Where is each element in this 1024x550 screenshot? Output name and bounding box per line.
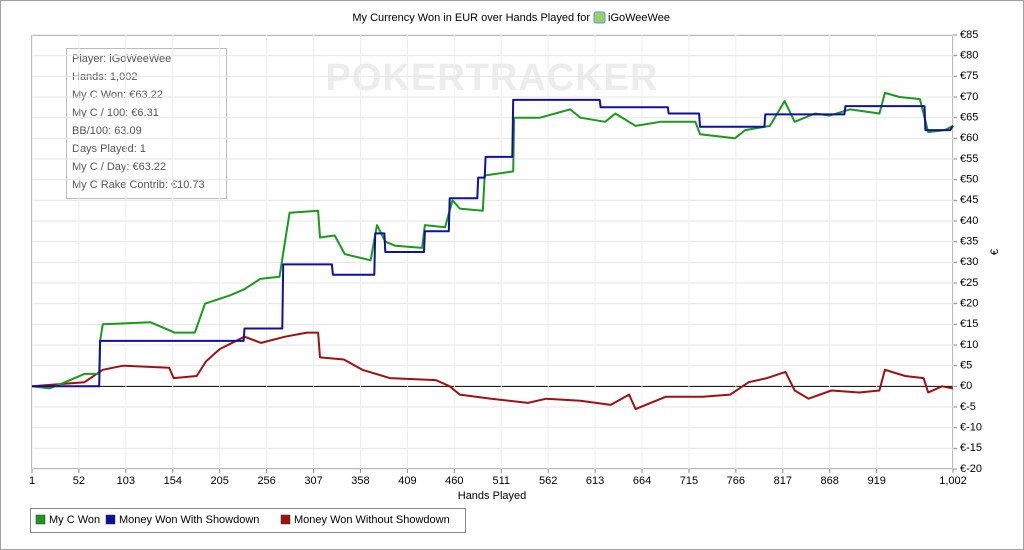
y-tick-label: €25: [960, 277, 978, 289]
y-tick-label: €85: [960, 29, 978, 41]
legend-swatch: [35, 514, 46, 525]
y-tick-label: €80: [960, 50, 978, 62]
y-tick-label: €65: [960, 112, 978, 124]
watermark: POKERTRACKER: [326, 57, 659, 99]
x-tick-label: 256: [257, 475, 275, 487]
y-tick-label: €70: [960, 91, 978, 103]
series-line: [32, 98, 954, 388]
stat-line: My C / Day: €63.22: [72, 161, 166, 173]
stat-line: Player: iGoWeeWee: [72, 53, 171, 65]
y-tick-label: €10: [960, 339, 978, 351]
series-line: [31, 91, 954, 390]
player-icon: [593, 11, 606, 24]
x-tick-label: 817: [774, 475, 792, 487]
legend-label: My C Won: [49, 514, 100, 526]
x-tick-label: 766: [727, 475, 745, 487]
y-tick-label: €20: [960, 298, 978, 310]
x-tick-label: 613: [586, 475, 604, 487]
chart-title-player: iGoWeeWee: [608, 12, 670, 24]
series-line: [31, 331, 954, 411]
x-tick-label: 409: [398, 475, 416, 487]
x-axis-label: Hands Played: [458, 490, 527, 502]
y-tick-label: €75: [960, 70, 978, 82]
y-tick-label: €0: [960, 380, 972, 392]
legend-label: Money Won Without Showdown: [294, 514, 450, 526]
y-tick-label: €60: [960, 132, 978, 144]
x-tick-label: 52: [73, 475, 85, 487]
y-tick-label: €55: [960, 153, 978, 165]
y-tick-label: €15: [960, 318, 978, 330]
y-tick-label: €5: [960, 360, 972, 372]
stat-line: Hands: 1,002: [72, 71, 137, 83]
y-tick-label: €-20: [960, 463, 982, 475]
y-tick-label: €45: [960, 194, 978, 206]
x-tick-label: 919: [867, 475, 885, 487]
x-tick-label: 205: [211, 475, 229, 487]
stats-box: [66, 48, 227, 199]
x-tick-label: 103: [117, 475, 135, 487]
stat-line: My C Won: €63.22: [72, 89, 163, 101]
stat-line: BB/100: 63.09: [72, 125, 142, 137]
x-tick-label: 307: [304, 475, 322, 487]
x-tick-label: 460: [445, 475, 463, 487]
x-tick-label: 868: [821, 475, 839, 487]
x-tick-label: 664: [633, 475, 651, 487]
x-tick-label: 715: [680, 475, 698, 487]
stat-line: My C / 100: €6.31: [72, 107, 159, 119]
x-tick-label: 1: [29, 475, 35, 487]
y-tick-label: €-10: [960, 422, 982, 434]
y-tick-label: €-5: [960, 401, 976, 413]
stat-line: Days Played: 1: [72, 143, 146, 155]
x-tick-label: 1,002: [939, 475, 967, 487]
legend: [30, 508, 466, 533]
x-tick-label: 511: [492, 475, 510, 487]
y-tick-label: €35: [960, 236, 978, 248]
y-tick-label: €30: [960, 256, 978, 268]
x-tick-label: 562: [539, 475, 557, 487]
y-tick-label: €50: [960, 174, 978, 186]
chart-title: My Currency Won in EUR over Hands Played…: [352, 12, 590, 24]
x-tick-label: 358: [351, 475, 369, 487]
y-tick-label: €-15: [960, 442, 982, 454]
y-axis-label: €: [989, 249, 1001, 255]
stat-line: My C Rake Contrib: €10.73: [72, 179, 205, 191]
legend-label: Money Won With Showdown: [119, 514, 259, 526]
legend-swatch: [280, 514, 291, 525]
y-tick-label: €40: [960, 215, 978, 227]
x-tick-label: 154: [164, 475, 182, 487]
legend-swatch: [105, 514, 116, 525]
